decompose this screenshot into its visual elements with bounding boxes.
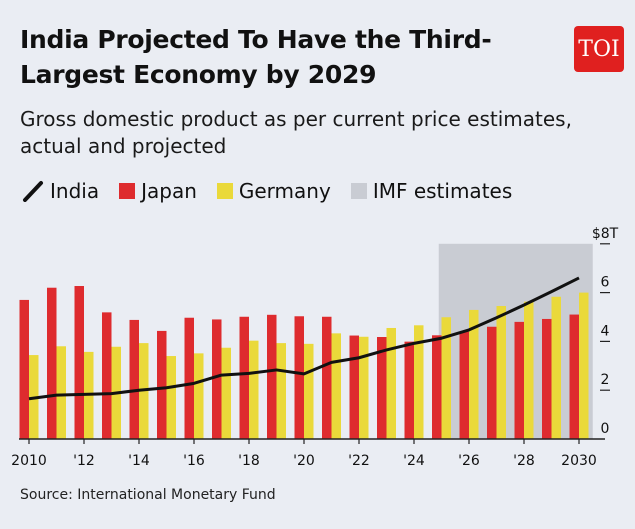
- chart-title: India Projected To Have the Third-Larges…: [20, 25, 492, 89]
- legend-swatch-germany: [216, 183, 233, 199]
- x-tick-label: '22: [348, 453, 370, 469]
- bar-japan-2022: [349, 335, 359, 439]
- x-tick-label: 2030: [561, 453, 597, 469]
- bar-japan-2014: [129, 319, 139, 439]
- bar-germany-2024: [414, 325, 424, 439]
- x-tick-label: '28: [513, 453, 535, 469]
- x-tick-label: '16: [183, 453, 205, 469]
- x-tick-label: '26: [458, 453, 480, 469]
- bar-japan-2017: [212, 319, 222, 439]
- bar-japan-2023: [377, 337, 387, 439]
- bar-japan-2030: [569, 314, 579, 439]
- bar-germany-2026: [469, 309, 479, 439]
- bar-germany-2029: [551, 296, 561, 439]
- bar-germany-2020: [304, 343, 314, 439]
- bar-japan-2025: [432, 335, 442, 439]
- bar-japan-2024: [404, 341, 414, 439]
- bar-germany-2015: [166, 356, 176, 439]
- bar-japan-2010: [19, 299, 29, 439]
- line-icon: [23, 181, 43, 202]
- x-tick-label: '24: [403, 453, 425, 469]
- x-tick-label: '12: [73, 453, 95, 469]
- bar-japan-2013: [102, 312, 112, 439]
- bar-germany-2017: [221, 347, 231, 439]
- bar-germany-2018: [249, 340, 259, 439]
- y-tick-label: 4: [601, 323, 610, 339]
- toi-logo: TOI: [574, 26, 624, 72]
- bar-japan-2019: [267, 314, 277, 439]
- y-tick-label: 6: [601, 275, 610, 291]
- legend-item-germany: Germany: [216, 179, 331, 203]
- legend-label: India: [50, 179, 100, 203]
- legend-label: Germany: [238, 179, 331, 203]
- bar-germany-2023: [386, 327, 396, 439]
- bar-japan-2011: [47, 287, 57, 439]
- x-tick-label: 2010: [11, 453, 47, 469]
- line-india: [28, 276, 580, 401]
- bar-germany-2028: [524, 301, 534, 439]
- x-tick-label: '20: [293, 453, 315, 469]
- bar-japan-2027: [487, 326, 497, 439]
- bar-japan-2012: [74, 286, 84, 439]
- x-tick-label: '18: [238, 453, 260, 469]
- bar-japan-2018: [239, 316, 249, 439]
- y-tick-label: 2: [601, 372, 610, 388]
- legend-item-imf: IMF estimates: [350, 179, 513, 203]
- bar-germany-2030: [579, 292, 589, 439]
- bar-japan-2020: [294, 316, 304, 439]
- bar-japan-2026: [459, 331, 469, 439]
- x-tick-label: '14: [128, 453, 150, 469]
- bar-japan-2028: [514, 321, 524, 439]
- chart-subtitle: Gross domestic product as per current pr…: [20, 107, 572, 158]
- bar-germany-2019: [276, 343, 286, 439]
- legend-swatch-imf: [350, 183, 367, 199]
- legend-label: IMF estimates: [372, 179, 513, 203]
- bar-germany-2021: [331, 333, 341, 439]
- legend-swatch-japan: [119, 183, 136, 199]
- bar-japan-2029: [542, 318, 552, 439]
- bar-japan-2021: [322, 316, 332, 439]
- bar-japan-2015: [157, 330, 167, 439]
- bar-germany-2016: [194, 353, 204, 439]
- source-note: Source: International Monetary Fund: [20, 487, 276, 503]
- bar-germany-2022: [359, 336, 369, 439]
- bar-germany-2025: [441, 317, 451, 439]
- legend-item-japan: Japan: [119, 179, 197, 203]
- bar-germany-2027: [496, 306, 506, 439]
- y-tick-label: $8T: [592, 226, 619, 242]
- legend-label: Japan: [141, 179, 197, 203]
- bar-japan-2016: [184, 317, 194, 439]
- legend-item-india: India: [22, 179, 99, 203]
- legend: India Japan Germany IMF estimates: [22, 179, 532, 203]
- y-tick-label: 0: [601, 421, 610, 437]
- bar-germany-2011: [56, 346, 66, 439]
